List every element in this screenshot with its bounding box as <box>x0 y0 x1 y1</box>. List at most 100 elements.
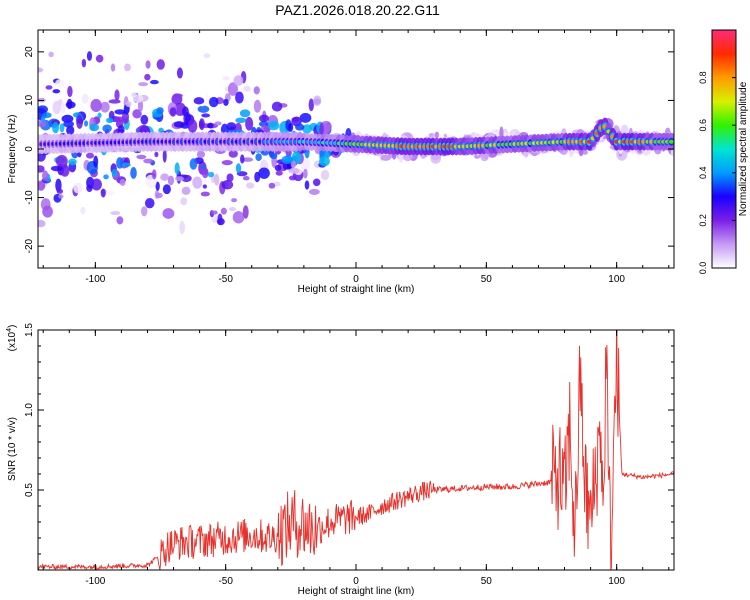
page-title: PAZ1.2026.018.20.22.G11 <box>275 2 440 18</box>
spectral-blob <box>200 191 210 197</box>
spectral-blob <box>319 122 324 136</box>
spectral-blob <box>233 75 244 86</box>
spectral-blob <box>100 188 106 198</box>
spectral-blob <box>81 58 87 68</box>
spectral-blob <box>58 194 64 199</box>
spectral-blob <box>169 107 177 117</box>
spectral-blob <box>226 173 234 183</box>
spectral-blob <box>156 107 164 115</box>
spectral-blob <box>312 178 321 187</box>
spectral-blob <box>63 120 75 128</box>
colorbar-tick-label: 0.4 <box>698 167 708 180</box>
spectral-blob <box>228 180 233 189</box>
bottom-y-ticks: 0.5 1.0 1.5 <box>24 323 674 555</box>
spectral-blob <box>202 184 208 189</box>
spectral-blob <box>208 96 219 108</box>
colorbar-tick-label: 0.6 <box>698 119 708 132</box>
snr-line <box>38 330 674 570</box>
top-x-axis-label: Height of straight line (km) <box>298 284 415 295</box>
spectral-blob <box>95 54 104 63</box>
spectral-blob <box>193 97 205 105</box>
spectral-blob <box>430 152 442 164</box>
x-tick-label: -50 <box>218 576 233 587</box>
spectral-blob <box>138 82 148 87</box>
spectral-blob <box>242 176 250 181</box>
svg-text:(x104): (x104) <box>6 325 18 352</box>
spectral-blob <box>220 207 227 215</box>
spectral-blob <box>115 116 126 122</box>
spectral-blob <box>52 89 61 94</box>
spectral-blob <box>100 101 110 113</box>
spectral-blob <box>136 154 147 160</box>
spectral-blob <box>240 154 245 164</box>
spectral-blob <box>155 181 160 191</box>
x-tick-label: -100 <box>85 274 105 285</box>
spectral-blob <box>380 154 391 161</box>
spectral-blob <box>258 114 270 123</box>
spectral-blob <box>116 216 124 225</box>
spectral-blob <box>85 152 95 159</box>
spectral-blob <box>110 211 121 216</box>
spectral-blob <box>175 176 184 182</box>
spectral-blob <box>145 60 151 69</box>
x-tick-label: 0 <box>353 274 359 285</box>
spectral-blob <box>68 158 77 166</box>
spectral-blob <box>201 167 209 179</box>
spectral-blob <box>38 219 46 228</box>
spectral-blob <box>267 120 280 131</box>
spectral-blob <box>114 89 120 101</box>
spectral-blob <box>156 59 165 70</box>
x-tick-label: 50 <box>481 274 493 285</box>
spectral-blob <box>245 116 254 131</box>
spectral-blob <box>55 79 66 88</box>
y-tick-label: 20 <box>24 46 35 58</box>
spectral-blob <box>229 207 236 212</box>
spectral-blob <box>149 79 159 85</box>
spectral-blob <box>222 76 230 81</box>
spectral-blob <box>258 167 270 179</box>
spectral-blob <box>52 100 61 115</box>
spectral-blob <box>228 150 238 158</box>
spectral-blob <box>172 93 183 98</box>
spectral-blob <box>108 99 121 104</box>
spectral-blob <box>319 156 330 167</box>
spectral-blob <box>235 163 242 174</box>
spectral-blob <box>56 188 64 194</box>
spectral-blob <box>239 109 251 118</box>
spectral-blob <box>55 154 68 168</box>
spectral-blob <box>45 85 53 90</box>
colorbar-frame <box>711 29 737 269</box>
spectral-blob <box>130 167 137 179</box>
spectral-blob <box>60 102 66 114</box>
spectral-blob <box>303 168 308 179</box>
spectral-blob <box>60 164 70 177</box>
spectral-blob <box>90 98 102 112</box>
y-tick-label: 0.5 <box>24 483 35 497</box>
spectral-blob <box>81 93 89 104</box>
spectral-blob <box>38 165 45 173</box>
spectral-blob <box>207 171 215 178</box>
ridge-core <box>668 139 674 144</box>
spectral-blob <box>160 173 170 181</box>
spectral-blob <box>219 81 225 89</box>
spectral-blob <box>155 192 163 199</box>
spectral-blob <box>254 171 261 183</box>
spectral-blob <box>428 132 434 138</box>
bottom-x-axis-label: Height of straight line (km) <box>298 586 415 597</box>
colorbar-gradient <box>712 30 736 268</box>
spectral-blob <box>232 211 245 224</box>
spectral-blob <box>162 208 175 219</box>
spectral-blob <box>114 109 126 115</box>
spectral-blob <box>275 170 283 176</box>
spectral-blob <box>91 178 102 191</box>
spectral-blob <box>270 152 278 160</box>
spectral-blob <box>144 73 151 81</box>
y-tick-label: 1.5 <box>24 323 35 337</box>
y-tick-label: 1.0 <box>24 403 35 417</box>
y-tick-label: 10 <box>24 94 35 106</box>
spectral-blob <box>253 86 260 95</box>
spectral-blob <box>59 123 65 133</box>
spectral-blob <box>89 123 100 132</box>
